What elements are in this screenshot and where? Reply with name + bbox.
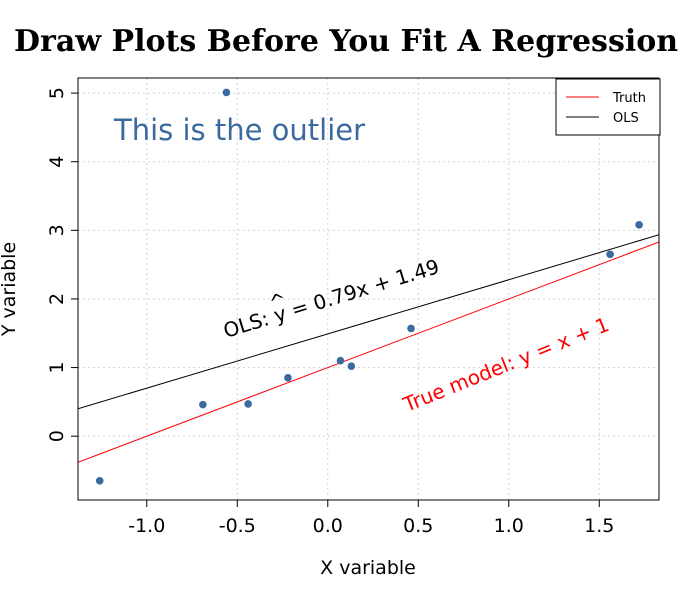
data-point <box>284 374 292 382</box>
y-tick-label: 1 <box>46 362 68 374</box>
data-point <box>606 250 614 259</box>
plot-frame <box>77 77 660 501</box>
truth-model-annotation: True model: y = x + 1 <box>399 312 612 417</box>
data-point <box>222 88 231 97</box>
outlier-annotation: This is the outlier <box>113 113 365 147</box>
x-tick-label: 1.5 <box>584 515 614 537</box>
data-point <box>336 356 345 365</box>
ols-equation-hat: ^ <box>266 287 289 315</box>
legend-label-ols: OLS <box>613 111 639 126</box>
x-tick-label: 1.0 <box>494 515 524 537</box>
x-tick-label: -0.5 <box>219 515 256 537</box>
fit-lines <box>78 234 659 463</box>
fit-line-truth <box>78 241 659 463</box>
legend-label-truth: Truth <box>612 91 646 106</box>
x-tick-label: 0.5 <box>403 515 433 537</box>
legend-box <box>555 78 661 136</box>
data-point <box>635 221 643 229</box>
chart-title: Draw Plots Before You Fit A Regression <box>14 24 678 59</box>
legend: Truth OLS <box>555 78 661 136</box>
x-tick-label: -1.0 <box>128 515 165 537</box>
data-point <box>95 476 104 485</box>
fit-line-ols <box>78 234 659 410</box>
y-tick-label: 5 <box>46 87 68 99</box>
data-point <box>407 324 415 333</box>
data-point <box>199 400 207 409</box>
y-axis-label: Y variable <box>0 242 20 337</box>
y-tick-label: 4 <box>46 156 68 168</box>
data-point <box>347 362 356 370</box>
y-tick-label: 3 <box>46 224 68 236</box>
data-points <box>95 88 643 485</box>
x-axis: -1.0 -0.5 0.0 0.5 1.0 1.5 <box>128 500 614 537</box>
x-tick-label: 0.0 <box>313 515 343 537</box>
ols-equation-prefix: OLS: <box>220 304 277 342</box>
y-tick-label: 2 <box>46 293 68 305</box>
x-axis-label: X variable <box>320 557 416 579</box>
data-point <box>244 400 252 408</box>
grid <box>78 78 659 500</box>
y-tick-label: 0 <box>46 430 68 442</box>
y-axis: 0 1 2 3 4 5 <box>46 87 78 442</box>
